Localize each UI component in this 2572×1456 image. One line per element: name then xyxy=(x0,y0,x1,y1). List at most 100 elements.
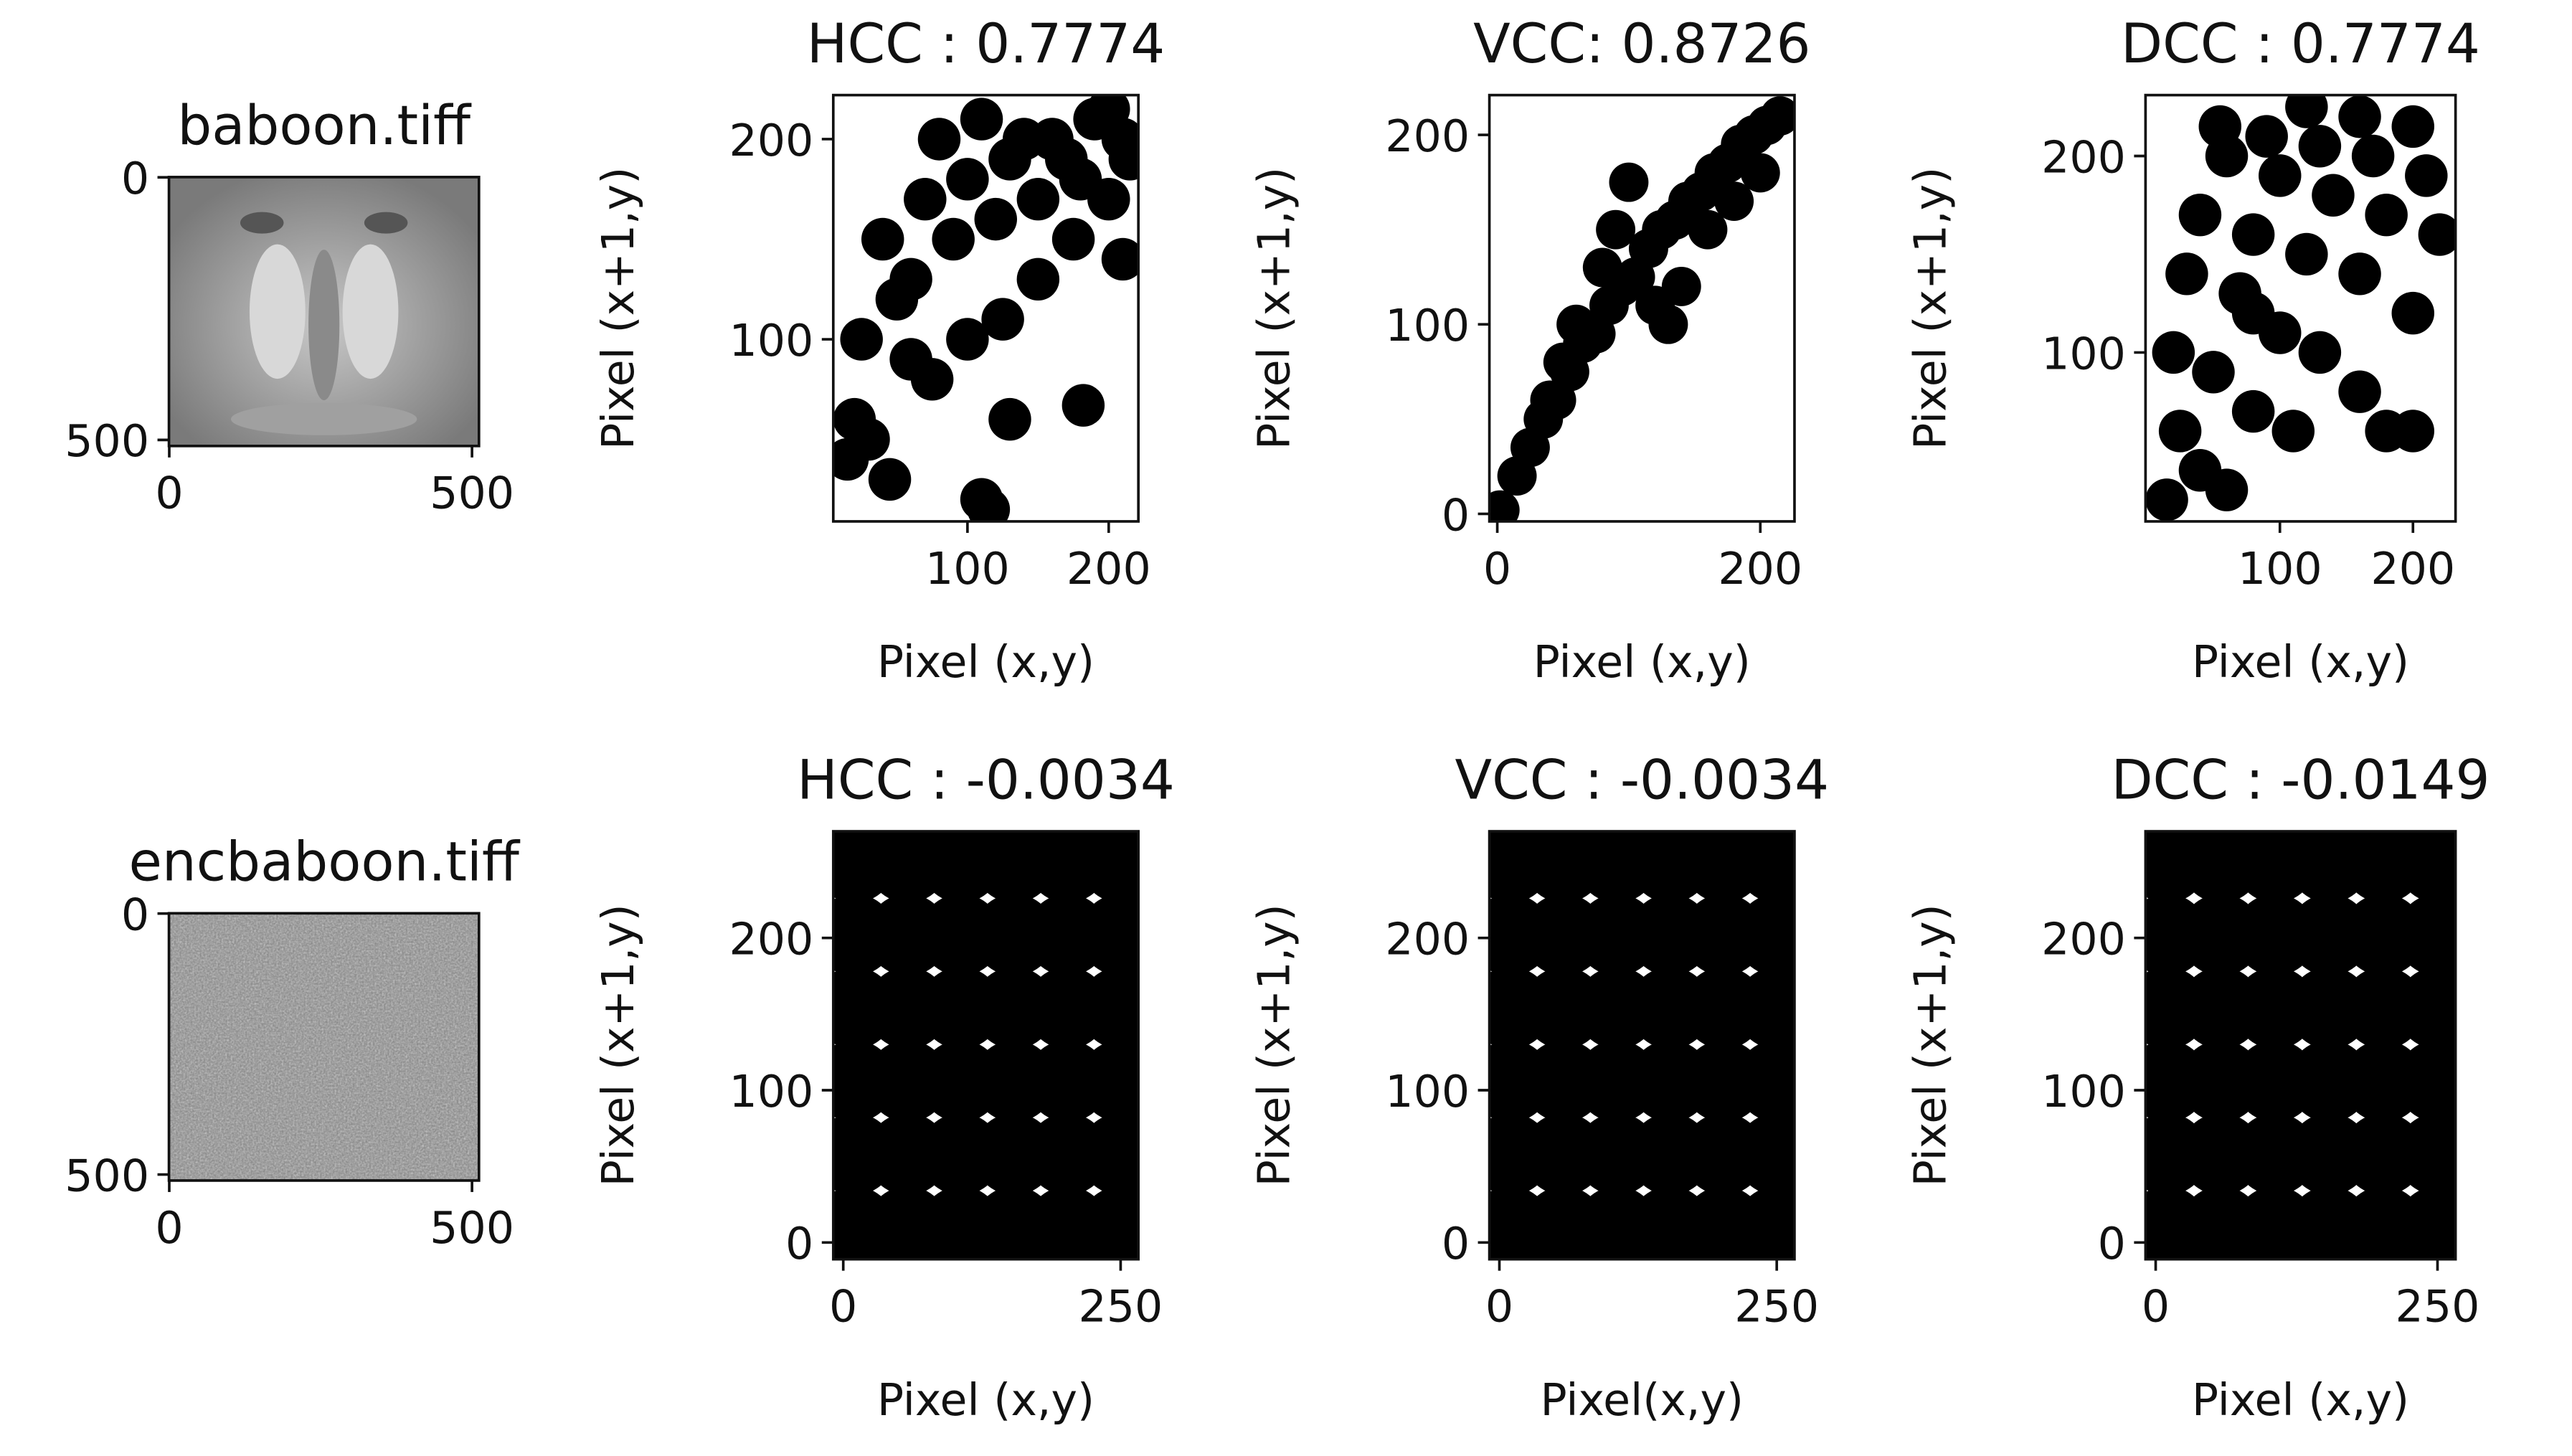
y-tick-label: 0 xyxy=(785,1218,813,1270)
point xyxy=(1079,831,1139,903)
point xyxy=(1079,967,1139,1049)
y-tick-label: 0 xyxy=(121,153,149,204)
x-tick-label: 250 xyxy=(1734,1281,1819,1333)
y-tick-label: 100 xyxy=(2041,1066,2126,1117)
point xyxy=(2192,351,2235,394)
x-axis-label: Pixel(x,y) xyxy=(1540,1374,1744,1426)
points xyxy=(833,95,1139,521)
axes-frame xyxy=(2144,830,2457,1261)
point xyxy=(917,118,961,161)
point xyxy=(2231,389,2275,433)
point xyxy=(1736,967,1795,1049)
y-tick-label: 100 xyxy=(2041,328,2126,379)
chart-title: baboon.tiff xyxy=(177,94,472,157)
point xyxy=(967,488,1011,521)
chart-title: VCC : -0.0034 xyxy=(1455,748,1829,811)
scatter-panel: 100 200 100 200 DCC : 0.7774 Pixel (x,y) Pixel… xyxy=(1904,12,2480,688)
point xyxy=(1648,304,1688,344)
point xyxy=(1016,177,1060,221)
axes-frame xyxy=(1488,830,1796,1261)
point xyxy=(1108,138,1139,181)
axes-frame xyxy=(831,93,1140,523)
point xyxy=(2391,410,2434,453)
y-tick-label: 200 xyxy=(729,115,814,166)
point xyxy=(1596,209,1636,250)
y-tick-label: 0 xyxy=(1442,489,1470,541)
point xyxy=(2351,134,2395,178)
y-tick-label: 0 xyxy=(121,889,149,941)
chart-title: HCC : -0.0034 xyxy=(797,748,1175,811)
scatter-panel: 0 250 0 100 200 VCC : -0.0034 Pixel(x,y) Pixel … xyxy=(1249,748,1830,1426)
point xyxy=(1714,181,1754,221)
point xyxy=(2158,410,2202,453)
point xyxy=(1688,209,1728,250)
x-axis-label: Pixel (x,y) xyxy=(877,1374,1094,1426)
point xyxy=(2338,370,2381,413)
image-detail xyxy=(231,402,417,435)
axes-frame xyxy=(167,912,481,1182)
x-tick-label: 250 xyxy=(1079,1281,1163,1333)
point xyxy=(2178,193,2222,237)
x-tick-label: 100 xyxy=(2238,543,2322,595)
point xyxy=(1087,95,1130,131)
point xyxy=(1736,1113,1795,1196)
point xyxy=(2231,213,2275,256)
point xyxy=(2365,193,2408,237)
point xyxy=(2285,95,2328,128)
point xyxy=(910,358,954,401)
x-tick-label: 0 xyxy=(1485,1281,1513,1333)
y-tick-label: 200 xyxy=(2041,914,2126,965)
point xyxy=(1543,342,1583,382)
y-axis-label: Pixel (x+1,y) xyxy=(1249,904,1300,1186)
point xyxy=(2165,252,2208,296)
point xyxy=(1661,266,1701,306)
axes-frame xyxy=(831,830,1140,1261)
x-tick-label: 500 xyxy=(430,1202,514,1254)
point xyxy=(2391,105,2434,148)
y-axis-label: Pixel (x+1,y) xyxy=(592,904,644,1186)
x-tick-label: 200 xyxy=(1718,543,1802,595)
point xyxy=(2285,232,2328,276)
point xyxy=(1079,1113,1139,1196)
point xyxy=(2145,478,2188,521)
image-detail xyxy=(342,244,399,379)
scatter-panel: 0 250 0 100 200 DCC : -0.0149 Pixel (x,y) Pixel… xyxy=(1904,748,2490,1426)
y-axis-label: Pixel (x+1,y) xyxy=(1249,167,1300,450)
point xyxy=(2396,894,2456,976)
x-tick-label: 100 xyxy=(925,543,1010,595)
point xyxy=(1079,1040,1139,1122)
x-tick-label: 200 xyxy=(2370,543,2455,595)
point xyxy=(2396,967,2456,1049)
point xyxy=(1736,1186,1795,1259)
point xyxy=(2396,1113,2456,1196)
point xyxy=(1489,490,1520,521)
x-tick-label: 250 xyxy=(2396,1281,2480,1333)
point xyxy=(2405,154,2448,197)
points xyxy=(1489,96,1795,521)
point xyxy=(2205,468,2249,511)
chart-title: DCC : 0.7774 xyxy=(2121,12,2480,75)
image-noise xyxy=(169,913,479,1181)
x-tick-label: 0 xyxy=(829,1281,857,1333)
point xyxy=(2152,331,2195,374)
x-axis-label: Pixel (x,y) xyxy=(1533,636,1751,688)
point xyxy=(981,298,1024,341)
point xyxy=(904,177,947,221)
point xyxy=(861,217,904,261)
x-tick-label: 0 xyxy=(2142,1281,2170,1333)
point xyxy=(1736,831,1795,903)
point xyxy=(2298,125,2342,168)
point xyxy=(2338,95,2381,138)
point xyxy=(1079,1186,1139,1259)
points xyxy=(833,831,1139,1259)
y-tick-label: 200 xyxy=(2041,131,2126,183)
point xyxy=(1609,162,1649,202)
points xyxy=(1489,831,1795,1259)
point xyxy=(2338,252,2381,296)
x-tick-label: 500 xyxy=(430,468,514,519)
point xyxy=(1736,1040,1795,1122)
point xyxy=(847,417,890,461)
